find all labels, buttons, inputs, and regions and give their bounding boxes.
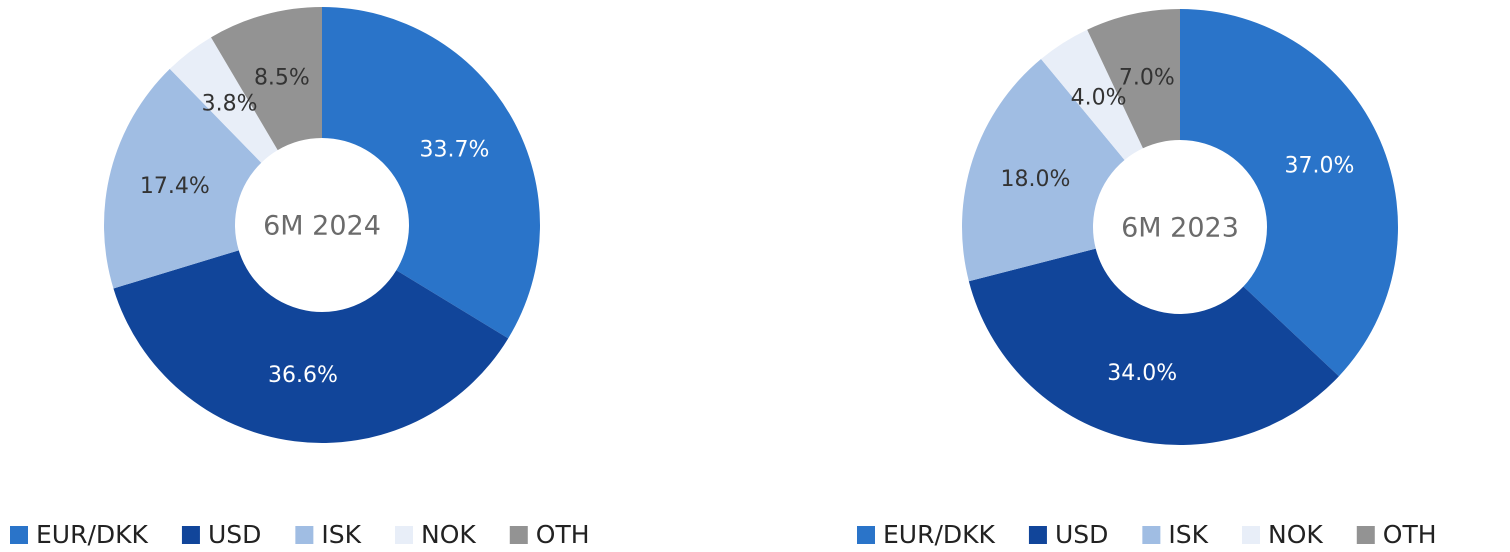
slice xyxy=(104,68,262,289)
data-label: 36.6% xyxy=(268,363,338,388)
legend-swatch xyxy=(1356,526,1375,544)
legend-swatch xyxy=(10,526,28,544)
slice xyxy=(113,250,509,443)
data-label: 34.0% xyxy=(1107,361,1177,386)
data-label: 37.0% xyxy=(1285,154,1355,179)
legend-label: OTH xyxy=(536,520,590,549)
data-label: 4.0% xyxy=(1071,86,1127,111)
data-label: 7.0% xyxy=(1119,66,1175,91)
data-label: 3.8% xyxy=(202,91,258,116)
data-label: 8.5% xyxy=(254,65,310,90)
legend-swatch xyxy=(857,526,875,544)
legend-swatch xyxy=(1242,526,1260,544)
slice xyxy=(968,248,1339,445)
slice xyxy=(1180,9,1398,377)
legend-label: USD xyxy=(1055,520,1108,549)
slice xyxy=(211,7,322,151)
data-label: 33.7% xyxy=(420,138,490,163)
legend-label: OTH xyxy=(1383,520,1437,549)
legend-swatch xyxy=(1142,526,1161,544)
legend-label: ISK xyxy=(1168,520,1208,549)
legend-label: NOK xyxy=(421,520,476,549)
chart-title: 6M 2024 xyxy=(263,211,381,242)
legend-swatch xyxy=(181,526,200,544)
data-label: 17.4% xyxy=(140,174,210,199)
legend-label: NOK xyxy=(1268,520,1323,549)
legend-label: ISK xyxy=(321,520,361,549)
slice xyxy=(1087,9,1180,149)
slice xyxy=(1041,29,1143,160)
slice xyxy=(322,7,540,339)
legend-swatch xyxy=(395,526,413,544)
legend-label: EUR/DKK xyxy=(36,520,149,549)
data-label: 18.0% xyxy=(1000,167,1070,192)
legend-swatch xyxy=(1028,526,1047,544)
legend-label: USD xyxy=(208,520,261,549)
legend-swatch xyxy=(509,526,528,544)
legend-swatch xyxy=(295,526,314,544)
legend-label: EUR/DKK xyxy=(883,520,996,549)
chart-title: 6M 2023 xyxy=(1121,213,1239,244)
slice xyxy=(169,37,278,163)
slice xyxy=(962,59,1125,282)
